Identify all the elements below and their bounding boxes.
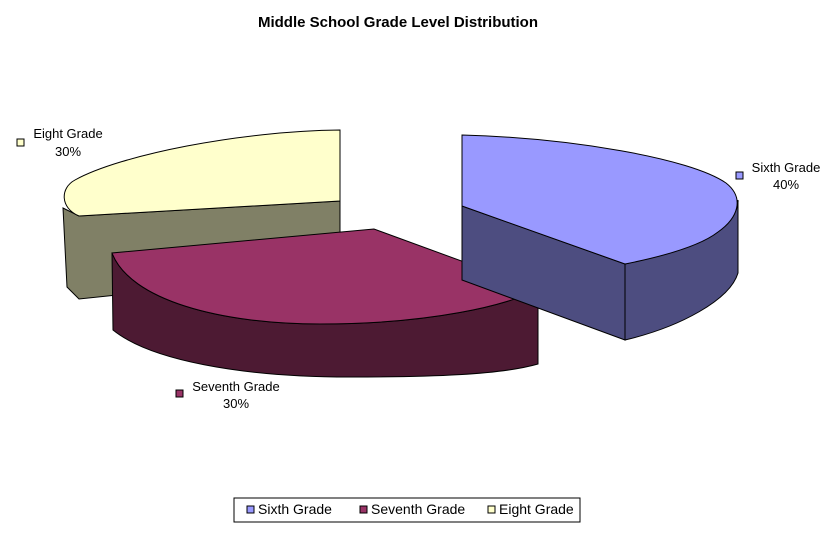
label-value-seventh-grade: 30% bbox=[223, 396, 249, 411]
label-key-sixth-grade bbox=[735, 171, 744, 180]
legend-key-eight-grade bbox=[487, 505, 496, 514]
legend-box bbox=[233, 497, 581, 523]
slice-sixth-grade bbox=[461, 134, 739, 341]
slice-seventh-grade-top bbox=[111, 228, 540, 325]
data-label-eight-grade: Eight Grade 30% bbox=[16, 126, 103, 159]
label-name-sixth-grade: Sixth Grade bbox=[752, 160, 821, 175]
label-key-eight-grade bbox=[16, 138, 25, 147]
slice-sixth-grade-top bbox=[461, 134, 738, 265]
data-label-seventh-grade: Seventh Grade 30% bbox=[175, 379, 280, 411]
label-name-eight-grade: Eight Grade bbox=[33, 126, 102, 141]
label-value-sixth-grade: 40% bbox=[773, 177, 799, 192]
legend-label-sixth-grade: Sixth Grade bbox=[258, 501, 332, 517]
label-value-eight-grade: 30% bbox=[55, 144, 81, 159]
slice-eight-grade-top bbox=[63, 129, 341, 217]
data-label-sixth-grade: Sixth Grade 40% bbox=[735, 160, 821, 192]
chart-title: Middle School Grade Level Distribution bbox=[258, 14, 538, 31]
legend-key-sixth-grade bbox=[246, 505, 255, 514]
legend-key-seventh-grade bbox=[359, 505, 368, 514]
label-key-seventh-grade bbox=[175, 389, 184, 398]
slice-seventh-grade bbox=[111, 228, 540, 378]
legend-label-eight-grade: Eight Grade bbox=[499, 501, 574, 517]
legend-label-seventh-grade: Seventh Grade bbox=[371, 501, 465, 517]
label-name-seventh-grade: Seventh Grade bbox=[192, 379, 279, 394]
legend: Sixth Grade Seventh Grade Eight Grade bbox=[233, 497, 581, 523]
